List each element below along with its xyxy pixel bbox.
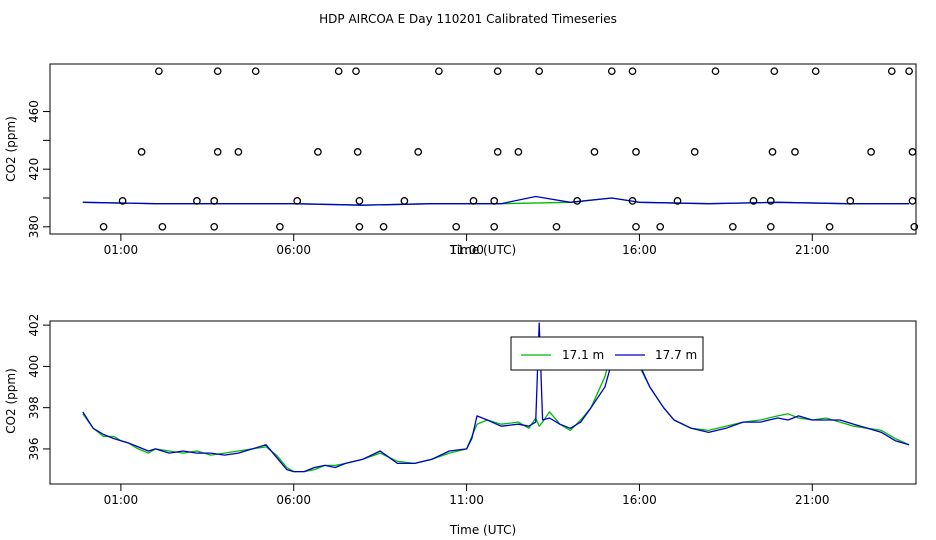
top-calibration-point xyxy=(632,222,640,231)
top-calibration-point xyxy=(628,67,637,76)
top-calibration-point xyxy=(469,197,478,205)
top-calibration-point xyxy=(355,197,364,205)
top-calibration-point xyxy=(155,67,163,76)
legend-box xyxy=(510,336,704,371)
top-calibration-point xyxy=(711,67,720,76)
top-calibration-point xyxy=(400,197,409,205)
top-x-axis-label: Time (UTC) xyxy=(449,243,516,257)
bottom-y-tick-label: 400 xyxy=(27,355,41,378)
top-calibration-point xyxy=(656,222,665,231)
top-calibration-point xyxy=(514,148,523,156)
bottom-x-tick-label: 06:00 xyxy=(276,493,311,507)
top-y-tick-label: 460 xyxy=(27,100,41,123)
bottom-y-tick-label: 396 xyxy=(27,437,41,460)
top-calibration-point xyxy=(811,67,820,76)
top-x-tick-label: 21:00 xyxy=(795,243,830,257)
top-calibration-point xyxy=(137,148,146,156)
top-calibration-point xyxy=(435,67,443,76)
bottom-series-line-1 xyxy=(82,322,910,473)
chart-title: HDP AIRCOA E Day 110201 Calibrated Times… xyxy=(319,12,617,26)
top-calibration-point xyxy=(490,197,499,205)
top-calibration-point xyxy=(846,197,855,205)
bottom-axes: 01:00 06:00 11:00 16:00 21:00 396 398 400 402 xyxy=(27,314,830,507)
top-calibration-points xyxy=(99,67,919,231)
top-calibration-point xyxy=(158,222,167,231)
top-calibration-point xyxy=(490,222,499,231)
top-calibration-point xyxy=(193,197,201,205)
legend-label-17-7m: 17.7 m xyxy=(655,348,697,362)
top-plot-frame xyxy=(49,63,917,235)
bottom-series-line-0 xyxy=(82,336,910,473)
top-calibration-point xyxy=(867,148,875,156)
top-calibration-point xyxy=(276,222,284,231)
top-calibration-point xyxy=(690,148,699,156)
bottom-x-tick-label: 01:00 xyxy=(104,493,139,507)
top-calibration-point xyxy=(768,148,777,156)
top-calibration-point xyxy=(607,67,616,76)
top-calibration-point xyxy=(728,222,737,231)
bottom-plot-frame xyxy=(49,320,917,485)
top-calibration-point xyxy=(825,222,834,231)
top-panel: 01:00 06:00 11:00 16:00 21:00 380 420 460 Time … xyxy=(4,63,919,257)
top-calibration-point xyxy=(334,67,343,76)
top-calibration-point xyxy=(414,148,423,156)
top-calibration-point xyxy=(766,222,775,231)
bottom-y-tick-label: 398 xyxy=(27,396,41,419)
top-series-line-1 xyxy=(82,195,910,206)
bottom-x-tick-label: 16:00 xyxy=(622,493,657,507)
top-calibration-point xyxy=(452,222,461,231)
top-calibration-point xyxy=(573,197,582,205)
bottom-panel: 01:00 06:00 11:00 16:00 21:00 396 398 400 402 17… xyxy=(4,314,917,537)
bottom-x-axis-label: Time (UTC) xyxy=(449,523,516,537)
top-x-tick-label: 11:00 xyxy=(449,243,484,257)
top-calibration-point xyxy=(905,67,913,76)
top-calibration-point xyxy=(887,67,896,76)
top-calibration-point xyxy=(353,148,362,156)
top-calibration-point xyxy=(791,148,799,156)
top-calibration-point xyxy=(908,148,917,156)
top-calibration-point xyxy=(213,67,222,76)
top-y-tick-label: 420 xyxy=(27,158,41,181)
top-calibration-point xyxy=(99,222,108,231)
top-calibration-point xyxy=(770,67,779,76)
top-calibration-point xyxy=(355,222,364,231)
top-calibration-point xyxy=(493,67,502,76)
top-calibration-point xyxy=(234,148,243,156)
top-y-tick-label: 380 xyxy=(27,215,41,238)
bottom-x-tick-label: 21:00 xyxy=(795,493,830,507)
top-calibration-point xyxy=(493,148,502,156)
bottom-y-tick-label: 402 xyxy=(27,314,41,337)
top-calibration-point xyxy=(628,197,637,205)
top-calibration-point xyxy=(673,197,682,205)
top-calibration-point xyxy=(293,197,302,205)
top-calibration-point xyxy=(210,197,219,205)
top-calibration-point xyxy=(535,67,544,76)
top-calibration-point xyxy=(118,197,127,205)
bottom-series-lines xyxy=(82,322,910,473)
top-calibration-point xyxy=(766,197,775,205)
top-x-tick-label: 16:00 xyxy=(622,243,657,257)
top-calibration-point xyxy=(590,148,599,156)
bottom-y-axis-label: CO2 (ppm) xyxy=(4,368,18,434)
top-calibration-point xyxy=(908,197,917,205)
top-x-tick-label: 01:00 xyxy=(104,243,139,257)
top-series-lines xyxy=(82,195,910,206)
top-calibration-point xyxy=(251,67,260,76)
legend: 17.1 m 17.7 m xyxy=(510,336,704,371)
top-calibration-point xyxy=(314,148,322,156)
top-calibration-point xyxy=(910,222,919,231)
top-calibration-point xyxy=(213,148,222,156)
top-calibration-point xyxy=(632,148,640,156)
bottom-x-tick-label: 11:00 xyxy=(449,493,484,507)
top-x-tick-label: 06:00 xyxy=(276,243,311,257)
legend-label-17-1m: 17.1 m xyxy=(562,348,604,362)
top-y-axis-label: CO2 (ppm) xyxy=(4,116,18,182)
top-calibration-point xyxy=(749,197,758,205)
top-axes: 01:00 06:00 11:00 16:00 21:00 380 420 460 xyxy=(27,100,830,257)
top-calibration-point xyxy=(552,222,561,231)
top-calibration-point xyxy=(379,222,388,231)
top-calibration-point xyxy=(210,222,219,231)
top-calibration-point xyxy=(352,67,360,76)
